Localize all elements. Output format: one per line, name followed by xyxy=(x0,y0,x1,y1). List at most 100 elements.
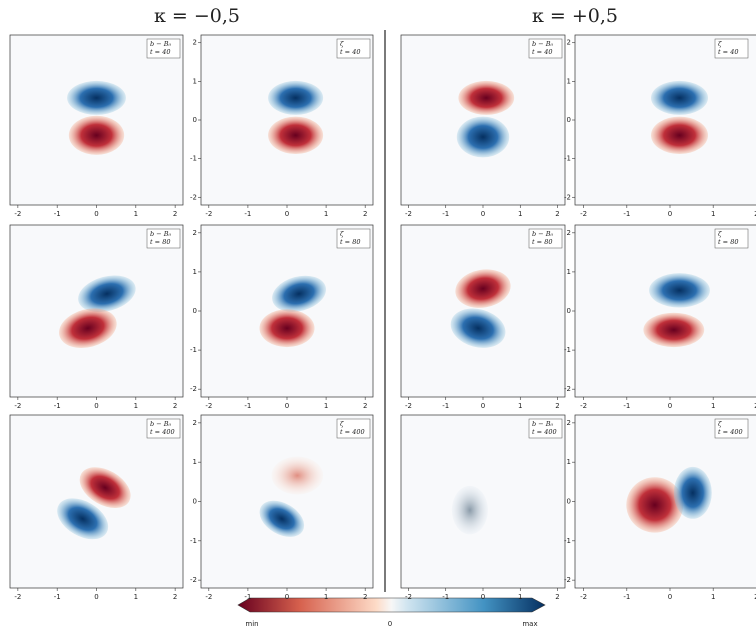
column-title: κ = −0,5 xyxy=(154,5,240,27)
y-tick-label: 0 xyxy=(567,498,571,506)
field-blob xyxy=(651,117,708,154)
field-blob xyxy=(674,467,712,519)
x-tick-label: -2 xyxy=(405,593,412,601)
panel-time: t = 80 xyxy=(532,238,552,246)
panel-label: b − B₀ xyxy=(150,420,172,428)
x-tick-label: -1 xyxy=(54,210,61,218)
field-blob xyxy=(272,457,324,495)
x-tick-label: -2 xyxy=(405,210,412,218)
y-tick-label: -1 xyxy=(190,346,197,354)
x-tick-label: -2 xyxy=(205,593,212,601)
x-tick-label: -2 xyxy=(580,402,587,410)
x-tick-label: -1 xyxy=(623,402,630,410)
x-tick-label: 2 xyxy=(363,210,367,218)
x-tick-label: 0 xyxy=(668,593,672,601)
panel-time: t = 40 xyxy=(532,48,552,56)
x-tick-label: 2 xyxy=(555,593,559,601)
y-tick-label: 2 xyxy=(193,39,197,47)
y-tick-label: -1 xyxy=(564,537,571,545)
y-tick-label: 1 xyxy=(193,268,197,276)
panel-time: t = 40 xyxy=(340,48,360,56)
x-tick-label: -1 xyxy=(623,593,630,601)
field-blob xyxy=(69,116,124,155)
x-tick-label: 2 xyxy=(363,402,367,410)
x-tick-label: 1 xyxy=(134,210,138,218)
panel xyxy=(575,225,756,397)
y-tick-label: 0 xyxy=(193,116,197,124)
y-tick-label: 1 xyxy=(567,458,571,466)
x-tick-label: 0 xyxy=(668,210,672,218)
x-tick-label: -2 xyxy=(205,210,212,218)
x-tick-label: 2 xyxy=(173,593,177,601)
y-tick-label: 1 xyxy=(567,268,571,276)
field-blob xyxy=(452,486,488,534)
field-blob xyxy=(268,117,323,154)
y-tick-label: -1 xyxy=(190,537,197,545)
y-tick-label: 1 xyxy=(193,77,197,85)
y-tick-label: 2 xyxy=(193,419,197,427)
x-tick-label: 2 xyxy=(173,210,177,218)
panel-label: ζ xyxy=(340,40,344,48)
x-tick-label: 0 xyxy=(94,593,98,601)
x-tick-label: 1 xyxy=(518,402,522,410)
panel-time: t = 400 xyxy=(340,428,365,436)
x-tick-label: 0 xyxy=(285,210,289,218)
panel-time: t = 40 xyxy=(150,48,170,56)
x-tick-label: 1 xyxy=(324,593,328,601)
field-blob xyxy=(643,313,704,347)
x-tick-label: 0 xyxy=(285,402,289,410)
y-tick-label: -1 xyxy=(564,346,571,354)
x-tick-label: 2 xyxy=(555,402,559,410)
panel-time: t = 80 xyxy=(340,238,360,246)
x-tick-label: -1 xyxy=(623,210,630,218)
field-blob xyxy=(458,81,514,115)
panel xyxy=(201,415,373,588)
y-tick-label: 1 xyxy=(567,77,571,85)
field-blob xyxy=(457,117,509,158)
panel-time: t = 400 xyxy=(718,428,743,436)
panel-label: b − B₀ xyxy=(532,420,554,428)
x-tick-label: 1 xyxy=(518,593,522,601)
y-tick-label: 2 xyxy=(193,229,197,237)
panel-label: b − B₀ xyxy=(532,230,554,238)
y-tick-label: 2 xyxy=(567,419,571,427)
x-tick-label: 2 xyxy=(555,210,559,218)
column-title: κ = +0,5 xyxy=(532,5,618,27)
panel-time: t = 40 xyxy=(718,48,738,56)
x-tick-label: 1 xyxy=(324,210,328,218)
colorbar-label: 0 xyxy=(388,620,392,628)
x-tick-label: -1 xyxy=(244,402,251,410)
panel-label: ζ xyxy=(718,420,722,428)
y-tick-label: 0 xyxy=(193,498,197,506)
x-tick-label: -1 xyxy=(442,210,449,218)
x-tick-label: 2 xyxy=(363,593,367,601)
field-blob xyxy=(259,309,314,347)
colorbar-label: max xyxy=(522,620,537,628)
x-tick-label: -1 xyxy=(244,210,251,218)
colorbar-label: min xyxy=(245,620,258,628)
x-tick-label: -2 xyxy=(580,593,587,601)
x-tick-label: -2 xyxy=(205,402,212,410)
field-blob xyxy=(67,81,126,115)
panel-label: b − B₀ xyxy=(150,230,172,238)
panel-time: t = 80 xyxy=(150,238,170,246)
x-tick-label: 0 xyxy=(668,402,672,410)
panel-label: ζ xyxy=(340,420,344,428)
y-tick-label: -2 xyxy=(564,385,571,393)
x-tick-label: 1 xyxy=(324,402,328,410)
field-blob xyxy=(268,81,323,115)
y-tick-label: 0 xyxy=(567,116,571,124)
y-tick-label: -2 xyxy=(564,193,571,201)
x-tick-label: -1 xyxy=(442,402,449,410)
panel-time: t = 400 xyxy=(532,428,557,436)
panel-time: t = 400 xyxy=(150,428,175,436)
x-tick-label: -2 xyxy=(14,210,21,218)
x-tick-label: 1 xyxy=(518,210,522,218)
x-tick-label: 0 xyxy=(481,593,485,601)
figure: κ = −0,5κ = +0,5b − B₀t = 40-2-1012ζt = … xyxy=(0,0,756,634)
x-tick-label: -2 xyxy=(14,593,21,601)
x-tick-label: 1 xyxy=(711,593,715,601)
x-tick-label: -2 xyxy=(405,402,412,410)
y-tick-label: 1 xyxy=(193,458,197,466)
field-blob xyxy=(651,81,708,115)
